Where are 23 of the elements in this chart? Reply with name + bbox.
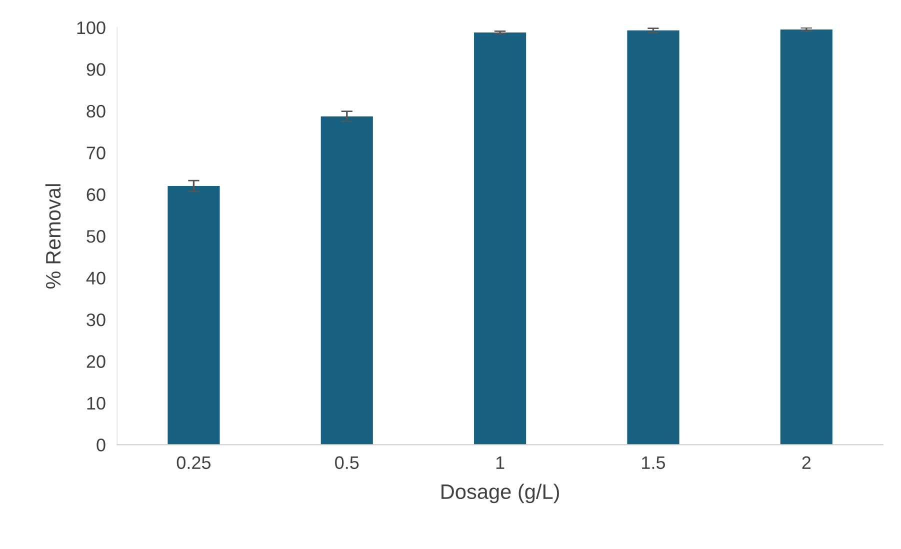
bar: [627, 30, 680, 445]
bar: [780, 30, 832, 445]
x-tick-label: 1: [496, 456, 504, 469]
y-tick-label: 40: [86, 272, 106, 285]
x-tick-label: 2: [802, 456, 811, 469]
y-tick-label: 80: [86, 104, 106, 118]
x-tick-label: 1.5: [642, 456, 666, 470]
bar: [168, 186, 220, 445]
y-tick-label: 60: [86, 188, 106, 202]
y-tick-label: 100: [77, 21, 106, 34]
bar: [474, 32, 526, 445]
x-axis-title: Dosage (g/L): [442, 484, 559, 504]
y-tick-label: 70: [86, 146, 106, 160]
y-tick-label: 0: [96, 438, 106, 452]
y-axis-title: % Removal: [45, 184, 61, 289]
y-tick-label: 30: [86, 313, 106, 326]
y-tick-label: 50: [86, 230, 106, 243]
x-tick-label: 0.5: [335, 456, 359, 470]
bar: [320, 116, 373, 445]
x-tick-label: 0.25: [176, 456, 211, 470]
y-tick-label: 10: [87, 396, 106, 410]
y-tick-label: 90: [86, 63, 106, 76]
y-tick-label: 20: [86, 355, 106, 368]
